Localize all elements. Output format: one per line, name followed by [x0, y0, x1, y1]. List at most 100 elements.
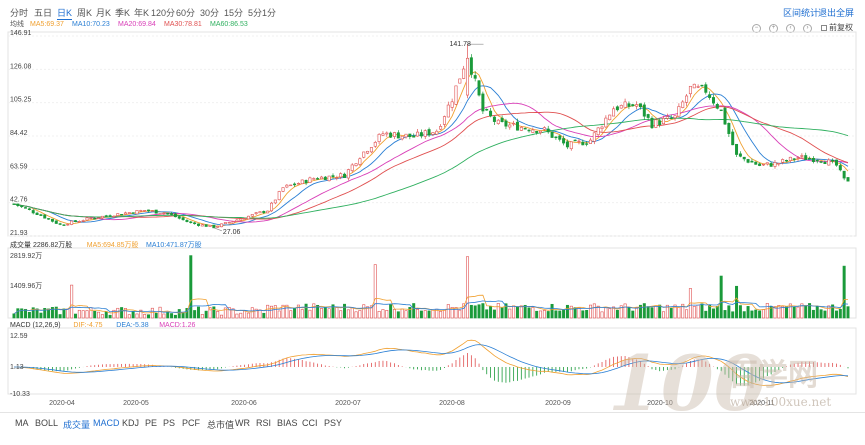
exit-fullscreen-link[interactable]: 退出全屏 [818, 8, 855, 18]
volume-bar [685, 309, 689, 319]
volume-bar [846, 306, 850, 319]
volume-bar [200, 314, 204, 319]
candle-body [685, 95, 689, 103]
indicator-tab-6[interactable]: PS [163, 418, 176, 428]
volume-bar [381, 309, 385, 319]
stock-chart[interactable]: 141.78 27.06 146.91 126.08 105.25 84.42 63.59 4… [0, 0, 865, 412]
candle-body [408, 133, 412, 138]
volume-bar [150, 307, 154, 319]
period-tab-2[interactable]: 日K [57, 8, 73, 20]
candle-body [834, 159, 838, 166]
indicator-tab-2[interactable]: 成交量 [63, 420, 91, 430]
volume-bar [569, 305, 573, 319]
candle-body [70, 220, 74, 225]
volume-bar [204, 310, 208, 319]
volume-bar [127, 314, 131, 319]
volume-bar [281, 304, 285, 319]
macd-legend-item: MACD:1.26 [159, 322, 195, 329]
volume-bar [300, 309, 304, 319]
ma-type-label: 均线 [10, 19, 24, 28]
candle-body [815, 159, 819, 162]
candle-body [335, 177, 339, 179]
candle-body [404, 133, 408, 138]
volume-bar [700, 303, 704, 319]
indicator-tab-0[interactable]: MA [15, 418, 29, 428]
period-tab-11[interactable]: 5分 [248, 8, 263, 18]
candle-body [581, 141, 585, 146]
period-tab-7[interactable]: 120分 [151, 8, 176, 18]
indicator-tab-5[interactable]: PE [145, 418, 158, 428]
volume-bar [523, 304, 527, 319]
volume-bar [377, 310, 381, 319]
indicator-tab-3[interactable]: MACD [93, 418, 120, 428]
volume-bar [439, 311, 443, 319]
indicator-tab-8[interactable]: 总市值 [207, 420, 235, 430]
candle-body [819, 161, 823, 163]
candle-body [719, 109, 723, 112]
volume-bar [485, 309, 489, 319]
indicator-tab-4[interactable]: KDJ [122, 418, 140, 428]
volume-bar [804, 305, 808, 319]
candle-body [704, 84, 708, 93]
low-label: 27.06 [223, 229, 241, 236]
indicator-tab-11[interactable]: BIAS [277, 418, 298, 428]
volume-bar [431, 309, 435, 319]
candle-body [323, 176, 327, 181]
candle-body [592, 132, 596, 142]
volume-bar [27, 311, 31, 319]
volume-bar [727, 305, 731, 319]
candle-body [81, 220, 85, 222]
candle-body [312, 178, 316, 180]
indicator-tab-13[interactable]: PSY [324, 418, 343, 428]
period-tab-12[interactable]: 1分 [262, 8, 277, 18]
period-tab-5[interactable]: 季K [115, 8, 131, 18]
candle-body [477, 80, 481, 96]
candle-body [761, 163, 765, 166]
candle-body [527, 129, 531, 132]
volume-bar [373, 264, 377, 319]
candle-body [573, 139, 577, 142]
range-stats-link[interactable]: 区间统计 [783, 8, 820, 18]
indicator-tab-10[interactable]: RSI [256, 418, 272, 428]
period-tab-0[interactable]: 分时 [10, 8, 29, 18]
indicator-tab-9[interactable]: WR [235, 418, 250, 428]
volume-bar [12, 313, 16, 319]
candle-body [688, 85, 692, 95]
volume-bar [366, 306, 370, 319]
period-tab-8[interactable]: 60分 [176, 8, 196, 18]
volume-bar [454, 307, 458, 319]
candle-body [781, 159, 785, 163]
volume-bar [112, 309, 116, 319]
volume-bar [323, 306, 327, 319]
indicator-tab-12[interactable]: CCI [302, 418, 318, 428]
indicator-tab-7[interactable]: PCF [182, 418, 200, 428]
candle-body [727, 123, 731, 134]
period-tab-9[interactable]: 30分 [200, 8, 220, 18]
candle-body [258, 211, 262, 214]
volume-bar [842, 265, 846, 319]
period-tab-1[interactable]: 五日 [34, 8, 53, 18]
volume-bar [108, 314, 112, 319]
adjust-select[interactable]: 前复权 [821, 22, 853, 33]
candle-body [831, 160, 835, 162]
candle-body [723, 107, 727, 125]
candle-body [650, 117, 654, 129]
candle-body [377, 133, 381, 142]
ma-legend-item: MA60:86.53 [210, 21, 248, 28]
candle-body [243, 218, 247, 220]
period-tab-10[interactable]: 15分 [224, 8, 244, 18]
ma-legend-item: MA30:78.81 [164, 21, 202, 28]
period-tab-6[interactable]: 年K [134, 8, 150, 18]
candle-body [108, 215, 112, 217]
volume-bar [638, 304, 642, 319]
volume-bar [392, 309, 396, 319]
candle-body [731, 131, 735, 146]
candle-body [196, 223, 200, 226]
period-tab-3[interactable]: 周K [77, 8, 93, 18]
indicator-tab-1[interactable]: BOLL [35, 418, 59, 428]
price-tick-label: 84.42 [10, 130, 28, 137]
volume-bar [631, 310, 635, 319]
candle-body [250, 214, 254, 217]
period-tab-4[interactable]: 月K [96, 8, 112, 18]
volume-bar [273, 305, 277, 319]
